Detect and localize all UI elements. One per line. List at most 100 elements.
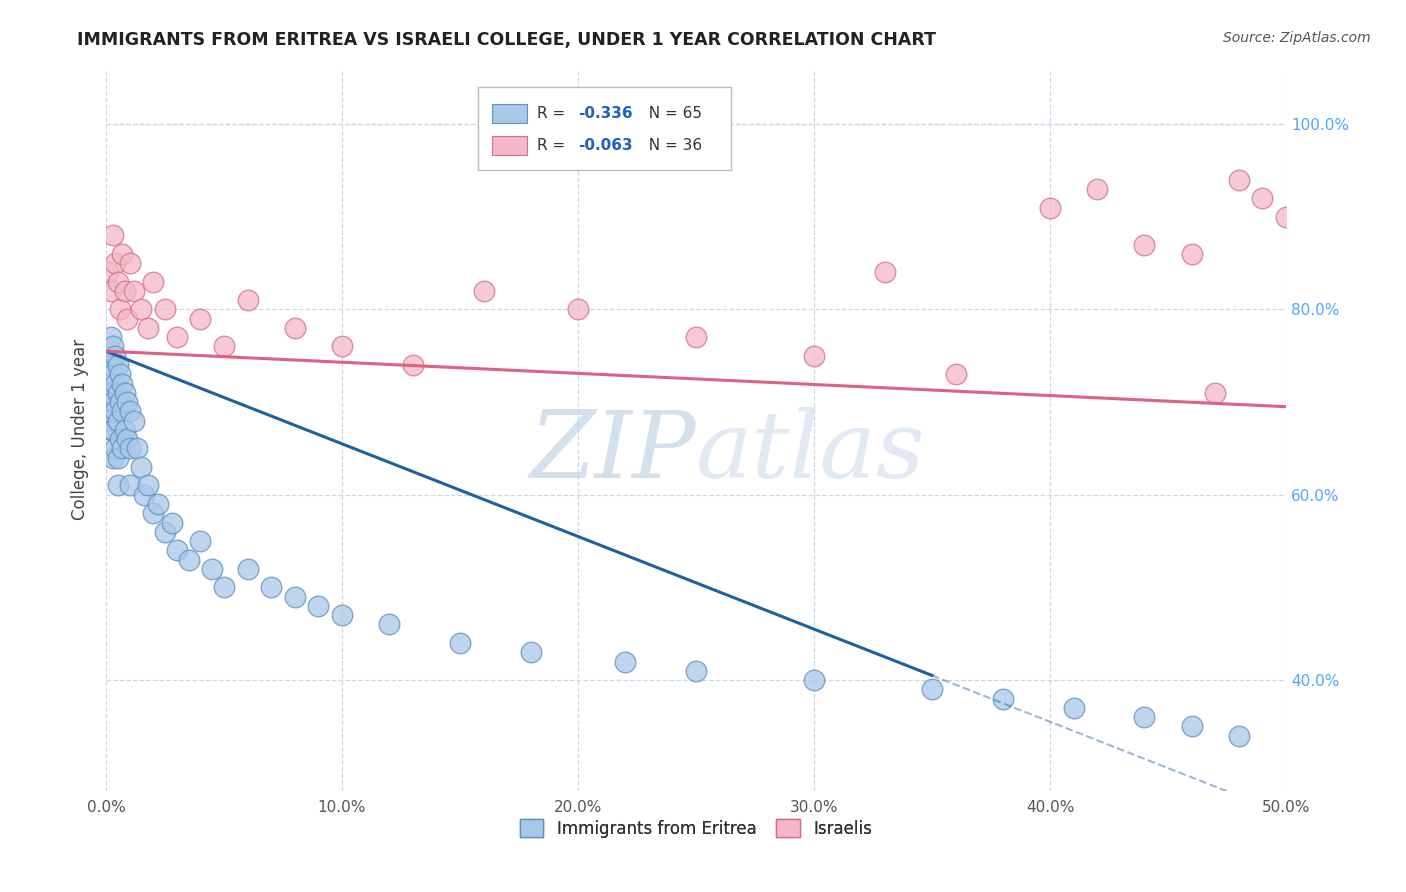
Point	[1251, 191, 1274, 205]
Point	[1180, 719, 1202, 733]
Point	[114, 423, 136, 437]
Text: IMMIGRANTS FROM ERITREA VS ISRAELI COLLEGE, UNDER 1 YEAR CORRELATION CHART: IMMIGRANTS FROM ERITREA VS ISRAELI COLLE…	[77, 31, 936, 49]
Point	[160, 516, 183, 530]
Point	[107, 275, 129, 289]
Point	[118, 256, 141, 270]
Point	[138, 321, 160, 335]
Text: R =: R =	[537, 137, 569, 153]
Point	[330, 608, 353, 623]
Point	[146, 497, 169, 511]
Point	[945, 368, 967, 382]
Point	[108, 432, 131, 446]
Point	[104, 256, 127, 270]
Point	[100, 330, 122, 344]
Point	[212, 339, 235, 353]
Point	[107, 414, 129, 428]
Point	[97, 358, 120, 372]
Point	[307, 599, 329, 613]
Point	[166, 330, 188, 344]
Point	[921, 682, 943, 697]
Point	[115, 432, 138, 446]
Point	[1227, 172, 1250, 186]
Point	[685, 664, 707, 678]
Text: atlas: atlas	[696, 407, 925, 497]
Legend: Immigrants from Eritrea, Israelis: Immigrants from Eritrea, Israelis	[513, 813, 879, 845]
Point	[132, 488, 155, 502]
Text: -0.336: -0.336	[578, 106, 633, 120]
Point	[873, 265, 896, 279]
Point	[101, 450, 124, 465]
Point	[330, 339, 353, 353]
FancyBboxPatch shape	[478, 87, 731, 169]
Text: Source: ZipAtlas.com: Source: ZipAtlas.com	[1223, 31, 1371, 45]
Point	[131, 302, 153, 317]
FancyBboxPatch shape	[492, 104, 527, 123]
Point	[177, 552, 200, 566]
Point	[111, 247, 134, 261]
Point	[97, 265, 120, 279]
Point	[166, 543, 188, 558]
Point	[111, 442, 134, 456]
Point	[97, 385, 120, 400]
Point	[803, 349, 825, 363]
Point	[188, 311, 211, 326]
FancyBboxPatch shape	[492, 136, 527, 154]
Y-axis label: College, Under 1 year: College, Under 1 year	[72, 339, 89, 520]
Point	[131, 459, 153, 474]
Point	[1275, 210, 1298, 224]
Point	[519, 645, 541, 659]
Point	[108, 302, 131, 317]
Point	[122, 284, 145, 298]
Point	[101, 368, 124, 382]
Point	[284, 321, 307, 335]
Point	[1133, 710, 1156, 724]
Point	[111, 376, 134, 391]
Point	[402, 358, 425, 372]
Point	[104, 376, 127, 391]
Point	[567, 302, 589, 317]
Point	[114, 284, 136, 298]
Point	[100, 284, 122, 298]
Point	[104, 442, 127, 456]
Point	[153, 302, 176, 317]
Point	[100, 423, 122, 437]
Point	[1180, 247, 1202, 261]
Point	[107, 450, 129, 465]
Point	[614, 655, 637, 669]
Point	[1085, 182, 1108, 196]
Point	[201, 562, 224, 576]
Point	[1063, 701, 1085, 715]
Text: R =: R =	[537, 106, 569, 120]
Point	[212, 581, 235, 595]
Point	[107, 478, 129, 492]
Text: N = 65: N = 65	[640, 106, 702, 120]
Point	[449, 636, 471, 650]
Point	[100, 358, 122, 372]
Point	[236, 293, 259, 307]
Point	[142, 275, 165, 289]
Point	[236, 562, 259, 576]
Point	[284, 590, 307, 604]
Point	[260, 581, 283, 595]
Point	[138, 478, 160, 492]
Point	[118, 478, 141, 492]
Point	[472, 284, 495, 298]
Point	[125, 442, 148, 456]
Point	[108, 395, 131, 409]
Point	[107, 385, 129, 400]
Point	[101, 395, 124, 409]
Point	[153, 524, 176, 539]
Text: N = 36: N = 36	[640, 137, 703, 153]
Point	[107, 358, 129, 372]
Point	[803, 673, 825, 687]
Point	[108, 368, 131, 382]
Point	[188, 534, 211, 549]
Point	[991, 691, 1014, 706]
Point	[118, 404, 141, 418]
Point	[104, 349, 127, 363]
Text: ZIP: ZIP	[529, 407, 696, 497]
Point	[104, 404, 127, 418]
Point	[101, 339, 124, 353]
Point	[685, 330, 707, 344]
Point	[111, 404, 134, 418]
